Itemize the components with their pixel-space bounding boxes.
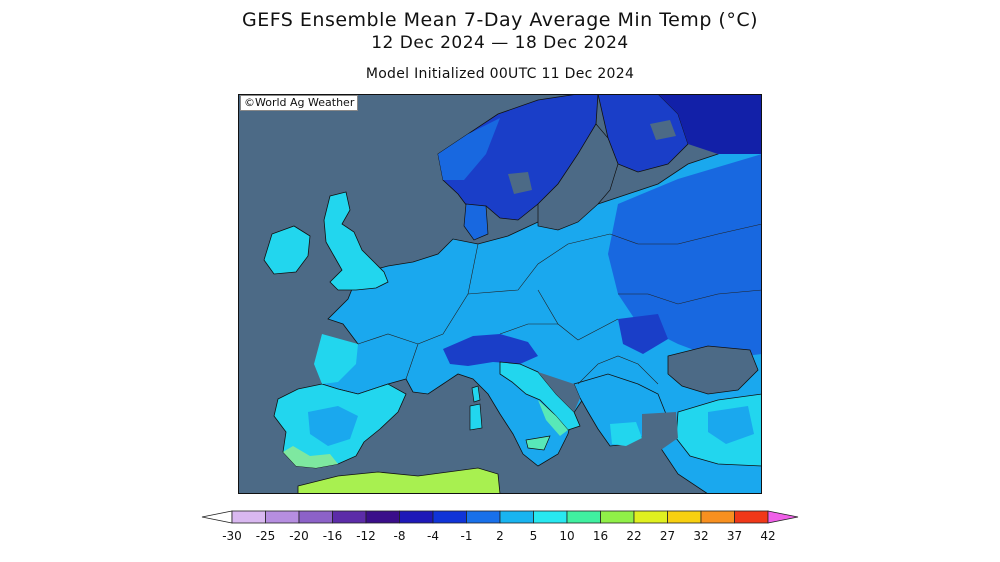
legend-swatch	[533, 510, 568, 524]
legend-swatch	[734, 510, 769, 524]
temperature-map	[238, 94, 762, 494]
legend-swatch	[600, 510, 635, 524]
legend-label: 5	[530, 529, 538, 543]
legend-swatch	[399, 510, 434, 524]
land-russia-north	[658, 94, 762, 154]
model-init-label: Model Initialized 00UTC 11 Dec 2024	[365, 66, 635, 82]
date-range: 12 Dec 2024 — 18 Dec 2024	[371, 33, 629, 53]
iberia-warm-coast	[283, 446, 338, 468]
norway-coast	[438, 118, 500, 180]
legend-arrow-high	[767, 510, 799, 524]
legend-swatch	[566, 510, 601, 524]
legend-swatch	[633, 510, 668, 524]
baltic-sea	[537, 123, 619, 231]
legend-swatch	[466, 510, 501, 524]
legend-label: -16	[323, 529, 343, 543]
carpathian-cold	[618, 314, 668, 354]
east-europe	[608, 154, 762, 359]
legend-swatch	[332, 510, 367, 524]
italy-warm	[538, 400, 568, 436]
iberia-cool-patch	[308, 406, 358, 446]
chart-title: GEFS Ensemble Mean 7-Day Average Min Tem…	[241, 9, 759, 31]
legend-label: 27	[660, 529, 675, 543]
legend-label: 16	[593, 529, 608, 543]
aegean-sea	[642, 412, 678, 452]
chart-header: GEFS Ensemble Mean 7-Day Average Min Tem…	[0, 8, 1000, 54]
legend-swatch	[700, 510, 735, 524]
legend-labels: -30 -25 -20 -16 -12 -8 -4 -1 2 5 10 16 22 27 32 37 42	[222, 529, 775, 543]
alps-cold	[443, 334, 538, 366]
legend-swatch	[667, 510, 702, 524]
legend-label: -8	[394, 529, 406, 543]
legend-label: 42	[760, 529, 775, 543]
lake-ladoga	[650, 120, 676, 140]
legend-label: 37	[727, 529, 742, 543]
turkey-cool	[708, 406, 754, 444]
legend-swatch	[265, 510, 300, 524]
legend-swatch	[231, 510, 266, 524]
legend-arrow-low	[201, 510, 233, 524]
legend-label: -4	[427, 529, 439, 543]
credit-label: ©World Ag Weather	[240, 95, 359, 111]
land-north-africa	[297, 467, 501, 494]
land-denmark	[463, 203, 489, 241]
legend-label: -12	[356, 529, 376, 543]
land-great-britain	[323, 191, 389, 291]
sweden-lakes	[508, 172, 532, 194]
legend-label: -1	[461, 529, 473, 543]
legend-label: 10	[559, 529, 574, 543]
legend-label: 32	[693, 529, 708, 543]
legend-label: 2	[496, 529, 504, 543]
legend-swatch	[365, 510, 400, 524]
france-west	[314, 334, 358, 384]
legend-swatch	[499, 510, 534, 524]
black-sea	[667, 345, 759, 395]
greece-warm	[610, 422, 642, 446]
legend-label: -25	[256, 529, 276, 543]
land-sicily	[525, 435, 551, 451]
legend-swatch	[432, 510, 467, 524]
country-borders	[357, 223, 762, 385]
adriatic-sea	[538, 372, 580, 412]
legend-label: -30	[222, 529, 242, 543]
land-sardinia	[469, 403, 483, 431]
legend-swatch	[298, 510, 333, 524]
legend-swatches	[201, 510, 799, 524]
land-ireland	[263, 225, 311, 275]
legend-label: -20	[289, 529, 309, 543]
land-corsica	[471, 385, 481, 403]
legend-label: 22	[626, 529, 641, 543]
color-legend: -30 -25 -20 -16 -12 -8 -4 -1 2 5 10 16 22 27 32 37 42	[201, 510, 799, 543]
